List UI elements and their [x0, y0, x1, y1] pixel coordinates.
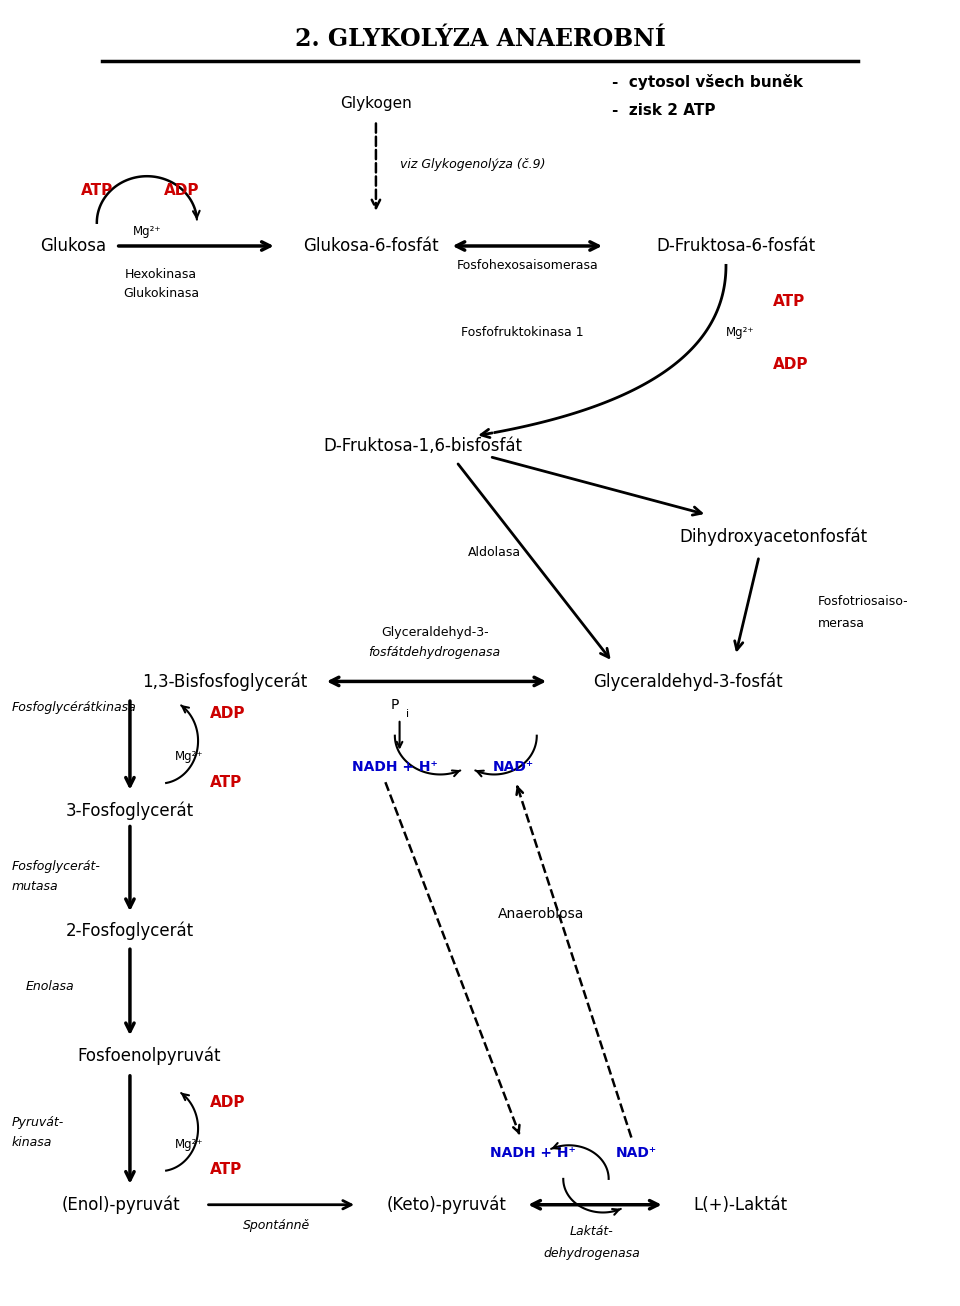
Text: Enolasa: Enolasa	[26, 980, 75, 993]
Text: Fosfohexosaisomerasa: Fosfohexosaisomerasa	[456, 259, 598, 272]
Text: Anaerobiosa: Anaerobiosa	[498, 906, 585, 921]
Text: ATP: ATP	[81, 183, 113, 199]
Text: 2. GLYKOLÝZA ANAEROBNÍ: 2. GLYKOLÝZA ANAEROBNÍ	[295, 27, 665, 51]
Text: Glyceraldehyd-3-fosfát: Glyceraldehyd-3-fosfát	[593, 673, 783, 691]
Text: i: i	[405, 709, 409, 718]
Text: Spontánně: Spontánně	[243, 1218, 310, 1232]
Text: Mg²⁺: Mg²⁺	[726, 326, 755, 340]
Text: (Keto)-pyruvát: (Keto)-pyruvát	[387, 1195, 507, 1215]
Text: ATP: ATP	[774, 294, 805, 310]
Text: Laktát-: Laktát-	[570, 1225, 613, 1238]
Text: ADP: ADP	[210, 707, 246, 721]
Text: Mg²⁺: Mg²⁺	[176, 750, 204, 763]
Text: NADH + H⁺: NADH + H⁺	[352, 760, 438, 773]
Text: Dihydroxyacetonfosfát: Dihydroxyacetonfosfát	[680, 528, 867, 546]
Text: Fosfofruktokinasa 1: Fosfofruktokinasa 1	[461, 326, 584, 340]
Text: ATP: ATP	[210, 1162, 243, 1177]
Text: L(+)-Laktát: L(+)-Laktát	[693, 1196, 787, 1213]
Text: fosfátdehydrogenasa: fosfátdehydrogenasa	[369, 646, 501, 660]
Text: Fosfoenolpyruvát: Fosfoenolpyruvát	[77, 1047, 221, 1066]
Text: 2-Fosfoglycerát: 2-Fosfoglycerát	[66, 922, 194, 940]
Text: merasa: merasa	[818, 616, 865, 629]
Text: Hexokinasa: Hexokinasa	[125, 268, 197, 281]
Text: Fosfoglycerát-: Fosfoglycerát-	[12, 859, 101, 872]
Text: dehydrogenasa: dehydrogenasa	[543, 1247, 640, 1260]
Text: kinasa: kinasa	[12, 1136, 52, 1149]
Text: Pyruvát-: Pyruvát-	[12, 1115, 64, 1128]
Text: Glukokinasa: Glukokinasa	[123, 287, 200, 300]
Text: (Enol)-pyruvát: (Enol)-pyruvát	[61, 1195, 180, 1215]
Text: Glykogen: Glykogen	[340, 97, 412, 111]
Text: NAD⁺: NAD⁺	[492, 760, 534, 773]
Text: ADP: ADP	[210, 1096, 246, 1110]
Text: -  cytosol všech buněk: - cytosol všech buněk	[612, 74, 804, 90]
Text: Aldolasa: Aldolasa	[468, 546, 520, 559]
Text: 3-Fosfoglycerát: 3-Fosfoglycerát	[66, 802, 194, 820]
Text: Mg²⁺: Mg²⁺	[132, 225, 161, 238]
Text: Fosfotriosaiso-: Fosfotriosaiso-	[818, 594, 908, 607]
Text: Mg²⁺: Mg²⁺	[176, 1138, 204, 1151]
Text: -  zisk 2 ATP: - zisk 2 ATP	[612, 103, 716, 118]
Text: mutasa: mutasa	[12, 880, 59, 893]
Text: ADP: ADP	[164, 183, 200, 199]
Text: Glyceraldehyd-3-: Glyceraldehyd-3-	[381, 626, 489, 639]
Text: viz Glykogenolýza (č.9): viz Glykogenolýza (č.9)	[399, 158, 545, 171]
Text: D-Fruktosa-6-fosfát: D-Fruktosa-6-fosfát	[656, 236, 815, 255]
Text: NAD⁺: NAD⁺	[615, 1147, 657, 1160]
Text: Fosfoglycérátkinasa: Fosfoglycérátkinasa	[12, 701, 136, 714]
Text: Glukosa-6-fosfát: Glukosa-6-fosfát	[303, 236, 439, 255]
Text: D-Fruktosa-1,6-bisfosfát: D-Fruktosa-1,6-bisfosfát	[324, 438, 523, 456]
Text: Glukosa: Glukosa	[40, 236, 107, 255]
Text: ADP: ADP	[774, 358, 808, 372]
Text: NADH + H⁺: NADH + H⁺	[491, 1147, 576, 1160]
Text: P: P	[391, 697, 399, 712]
Text: 1,3-Bisfosfoglycerát: 1,3-Bisfosfoglycerát	[142, 673, 307, 691]
Text: ATP: ATP	[210, 774, 243, 790]
